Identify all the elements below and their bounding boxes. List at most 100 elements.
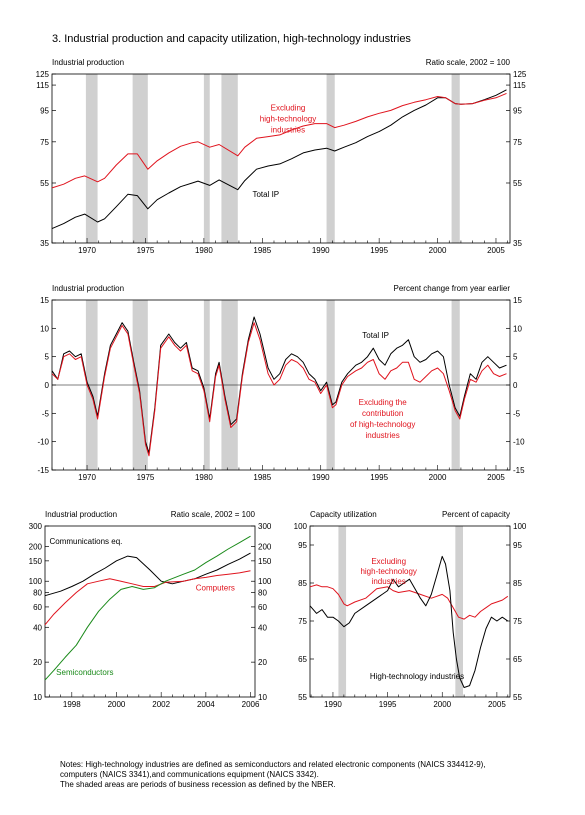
series-label-excluding: industries	[366, 431, 400, 440]
series-label-total-ip: Total IP	[362, 331, 389, 340]
y-tick-label-right: 125	[513, 70, 527, 79]
y-tick-label-left: 100	[29, 577, 43, 586]
y-tick-label-left: 150	[29, 557, 43, 566]
x-tick-label: 1995	[379, 700, 397, 709]
x-tick-label: 2000	[429, 246, 447, 255]
x-tick-label: 1995	[370, 246, 388, 255]
series-line	[51, 92, 507, 189]
y-tick-label-right: 95	[513, 541, 522, 550]
y-tick-label-right: 35	[513, 239, 522, 248]
series-label-total-ip: Total IP	[252, 190, 279, 199]
x-tick-label: 1990	[312, 473, 330, 482]
x-tick-label: 1995	[370, 473, 388, 482]
y-tick-label-right: 60	[258, 603, 267, 612]
series-label: Semiconductors	[56, 668, 113, 677]
y-tick-label-left: 100	[294, 522, 308, 531]
y-tick-label-right: 100	[513, 522, 527, 531]
plot-frame	[309, 525, 511, 698]
y-tick-label-left: 115	[36, 81, 49, 90]
x-tick-label: 1975	[137, 246, 155, 255]
chart-subtitle: Percent of capacity	[442, 510, 510, 519]
x-tick-label: 2005	[487, 246, 505, 255]
y-tick-label-right: 75	[513, 617, 522, 626]
y-tick-label-left: 55	[298, 693, 307, 702]
x-tick-label: 2000	[433, 700, 451, 709]
y-tick-label-right: 5	[513, 353, 518, 362]
y-tick-label-right: 55	[513, 179, 522, 188]
y-tick-label-right: 150	[258, 557, 272, 566]
y-tick-label-left: -10	[37, 438, 49, 447]
series-label-excluding: Excluding the	[359, 398, 408, 407]
y-tick-label-right: 95	[513, 106, 522, 115]
recession-band	[338, 526, 347, 697]
series-label-excluding: contribution	[362, 409, 403, 418]
y-tick-label-left: 15	[40, 296, 49, 305]
notes: Notes: High-technology industries are de…	[60, 760, 575, 790]
y-tick-label-right: -10	[513, 438, 525, 447]
chart-subtitle: Ratio scale, 2002 = 100	[171, 510, 256, 519]
chart-subtitle: Ratio scale, 2002 = 100	[426, 58, 511, 67]
y-tick-label-right: 300	[258, 522, 272, 531]
chart-subtitle: Percent change from year earlier	[394, 284, 511, 293]
y-tick-label-left: 80	[33, 588, 42, 597]
y-tick-label-left: 10	[33, 693, 42, 702]
series-label-excluding: high-technology	[260, 114, 316, 123]
y-tick-label-left: 95	[40, 106, 49, 115]
series-line	[44, 535, 251, 681]
chart-hightech-production: Industrial production Ratio scale, 2002 =…	[29, 510, 272, 709]
y-tick-label-right: 200	[258, 542, 272, 551]
y-tick-label-left: 75	[298, 617, 307, 626]
x-tick-label: 1970	[78, 246, 96, 255]
y-tick-label-right: 20	[258, 658, 267, 667]
series-label: High-technology industries	[370, 672, 464, 681]
series-label: Communications eq.	[49, 537, 122, 546]
recession-band	[221, 74, 238, 243]
series-line	[44, 552, 251, 597]
y-tick-label-left: 20	[33, 658, 42, 667]
x-tick-label: 2006	[242, 700, 260, 709]
recession-band	[85, 74, 98, 243]
series-label-excluding: of high-technology	[350, 420, 415, 429]
chart-capacity-utilization: Capacity utilization Percent of capacity 5…	[294, 510, 527, 709]
series-line	[51, 322, 507, 457]
series-line	[44, 570, 251, 626]
notes-line-3: The shaded areas are periods of business…	[60, 780, 336, 789]
y-tick-label-left: 35	[40, 239, 49, 248]
y-tick-label-right: 40	[258, 623, 267, 632]
notes-line-2: computers (NAICS 3341),and communication…	[60, 770, 319, 779]
series-label-excluding: Excluding	[271, 103, 306, 112]
y-tick-label-left: 5	[45, 353, 50, 362]
y-tick-label-left: 200	[29, 542, 43, 551]
series-label: Computers	[196, 584, 235, 593]
plot-frame	[51, 73, 511, 244]
x-tick-label: 2002	[152, 700, 170, 709]
x-tick-label: 2000	[429, 473, 447, 482]
y-tick-label-left: 55	[40, 179, 49, 188]
chart-title: Industrial production	[52, 58, 124, 67]
chart-ip-percent-change: Industrial production Percent change from…	[37, 284, 525, 482]
y-tick-label-left: 95	[298, 541, 307, 550]
y-tick-label-right: -15	[513, 466, 525, 475]
y-tick-label-left: 85	[298, 579, 307, 588]
x-tick-label: 2005	[487, 473, 505, 482]
recession-band	[455, 526, 464, 697]
y-tick-label-left: 125	[36, 70, 50, 79]
y-tick-label-right: 10	[513, 324, 522, 333]
y-tick-label-right: 10	[258, 693, 267, 702]
x-tick-label: 1985	[253, 473, 271, 482]
y-tick-label-left: 300	[29, 522, 43, 531]
y-tick-label-right: 85	[513, 579, 522, 588]
x-tick-label: 2004	[197, 700, 215, 709]
y-tick-label-right: 0	[513, 381, 518, 390]
x-tick-label: 1970	[78, 473, 96, 482]
series-line	[51, 89, 507, 230]
series-label: industries	[372, 577, 406, 586]
x-tick-label: 1980	[195, 246, 213, 255]
y-tick-label-left: 65	[298, 655, 307, 664]
y-tick-label-left: -5	[42, 409, 50, 418]
chart-title: Industrial production	[52, 284, 124, 293]
recession-band	[203, 74, 210, 243]
recession-band	[451, 74, 460, 243]
y-tick-label-right: -5	[513, 409, 521, 418]
